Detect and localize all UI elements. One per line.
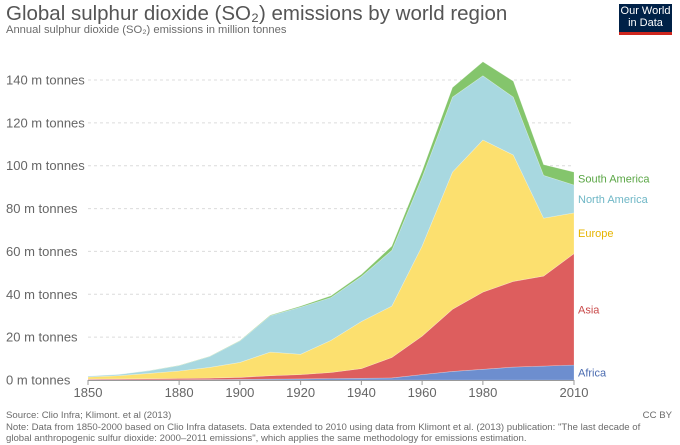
- x-tick-label-1980: 1980: [468, 385, 497, 400]
- y-tick-label-60: 60 m tonnes: [6, 244, 78, 259]
- x-tick-label-1850: 1850: [74, 385, 103, 400]
- y-tick-label-40: 40 m tonnes: [6, 287, 78, 302]
- y-tick-label-100: 100 m tonnes: [6, 158, 85, 173]
- x-tick-label-1960: 1960: [408, 385, 437, 400]
- legend-label-north-america: North America: [578, 194, 649, 206]
- license-link[interactable]: CC BY: [642, 410, 672, 421]
- logo-accent-bar: [619, 32, 672, 35]
- logo-text-line2: in Data: [628, 16, 663, 29]
- y-tick-label-20: 20 m tonnes: [6, 330, 78, 345]
- y-tick-label-0: 0 m tonnes: [6, 373, 71, 388]
- y-tick-label-140: 140 m tonnes: [6, 73, 85, 88]
- x-tick-label-1920: 1920: [286, 385, 315, 400]
- legend-label-south-america: South America: [578, 174, 650, 186]
- legend-label-europe: Europe: [578, 228, 613, 240]
- legend-label-asia: Asia: [578, 304, 600, 316]
- chart-title: Global sulphur dioxide (SO₂) emissions b…: [6, 2, 508, 25]
- chart-subtitle: Annual sulphur dioxide (SO₂) emissions i…: [6, 24, 287, 36]
- x-tick-label-2010: 2010: [560, 385, 589, 400]
- y-tick-label-80: 80 m tonnes: [6, 201, 78, 216]
- x-tick-label-1940: 1940: [347, 385, 376, 400]
- note-text-line1: Note: Data from 1850-2000 based on Clio …: [6, 422, 641, 433]
- legend-label-africa: Africa: [578, 368, 607, 380]
- x-tick-label-1900: 1900: [225, 385, 254, 400]
- owid-logo[interactable]: Our World in Data: [619, 4, 672, 35]
- note-text-line2: global anthropogenic sulfur dioxide: 200…: [6, 433, 527, 444]
- x-tick-label-1880: 1880: [165, 385, 194, 400]
- area-south-america: [87, 61, 575, 377]
- y-tick-label-120: 120 m tonnes: [6, 115, 85, 130]
- source-text[interactable]: Source: Clio Infra; Klimont. et al (2013…: [6, 410, 172, 421]
- logo-text-line1: Our World: [620, 5, 671, 17]
